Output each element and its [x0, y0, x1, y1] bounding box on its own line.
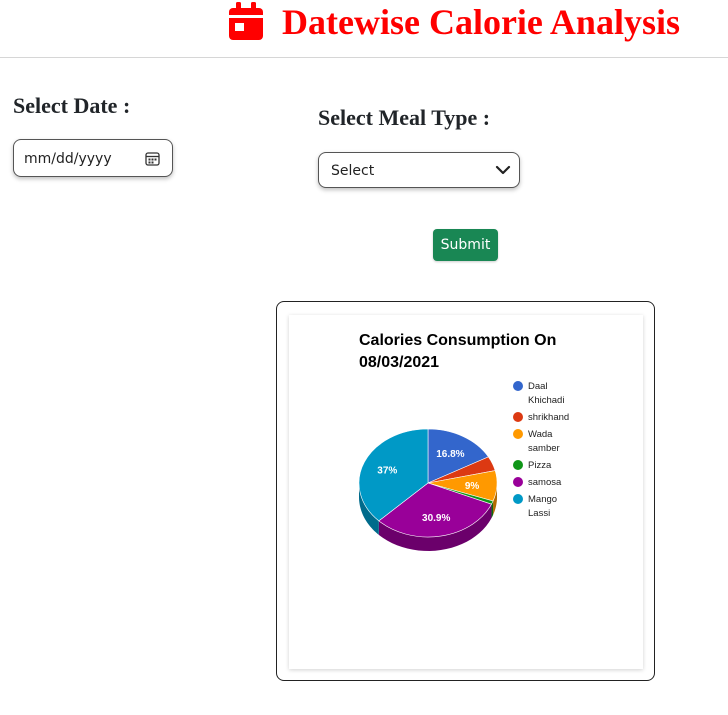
pie-slice-side-2 [493, 483, 497, 515]
legend-label-2[interactable]: Wada [528, 429, 553, 440]
slice-label-2: 9% [465, 481, 480, 492]
meal-type-select[interactable]: Select [318, 152, 520, 188]
pie-chart: Calories Consumption On 08/03/2021 16.8%… [358, 332, 569, 551]
chart-title-line-1: Calories Consumption On [359, 332, 556, 349]
legend-marker-0[interactable] [513, 381, 523, 391]
legend-label-2[interactable]: samber [528, 443, 560, 454]
calendar-picker-icon[interactable] [145, 151, 160, 166]
date-label: Select Date : [13, 93, 131, 118]
chevron-down-icon [495, 165, 511, 175]
legend-label-5[interactable]: Mango [528, 494, 557, 505]
legend-marker-3[interactable] [513, 460, 523, 470]
date-placeholder: mm/dd/yyyy [24, 151, 112, 167]
chart-title-line-2: 08/03/2021 [359, 354, 439, 371]
legend-label-0[interactable]: Daal [528, 381, 548, 392]
slice-label-0: 16.8% [436, 449, 464, 460]
legend-marker-4[interactable] [513, 477, 523, 487]
date-input[interactable]: mm/dd/yyyy [13, 139, 173, 177]
legend-label-5[interactable]: Lassi [528, 508, 550, 519]
pie-slice-side-4 [378, 504, 492, 551]
legend-label-0[interactable]: Khichadi [528, 395, 564, 406]
legend-marker-2[interactable] [513, 429, 523, 439]
legend-label-4[interactable]: samosa [528, 477, 562, 488]
legend-marker-5[interactable] [513, 494, 523, 504]
pie-slice-side-3 [491, 500, 494, 519]
legend-label-3[interactable]: Pizza [528, 460, 552, 471]
calendar-icon [229, 2, 263, 40]
meal-type-value: Select [331, 163, 375, 179]
page-header: Datewise Calorie Analysis [0, 0, 728, 58]
meal-type-label: Select Meal Type : [318, 105, 491, 130]
slice-label-5: 37% [377, 466, 397, 477]
page-title: Datewise Calorie Analysis [282, 2, 680, 42]
slice-label-4: 30.9% [422, 513, 450, 524]
submit-button[interactable]: Submit [433, 229, 498, 261]
pie-slice-5[interactable] [358, 428, 429, 522]
legend-label-1[interactable]: shrikhand [528, 412, 569, 423]
chart-card: Calories Consumption On 08/03/2021 16.8%… [276, 301, 655, 681]
pie-slice-0[interactable] [427, 428, 489, 484]
chart-panel: Calories Consumption On 08/03/2021 16.8%… [289, 315, 643, 669]
legend-marker-1[interactable] [513, 412, 523, 422]
pie-slice-4[interactable] [378, 482, 492, 538]
pie-slice-side-5 [359, 483, 379, 535]
